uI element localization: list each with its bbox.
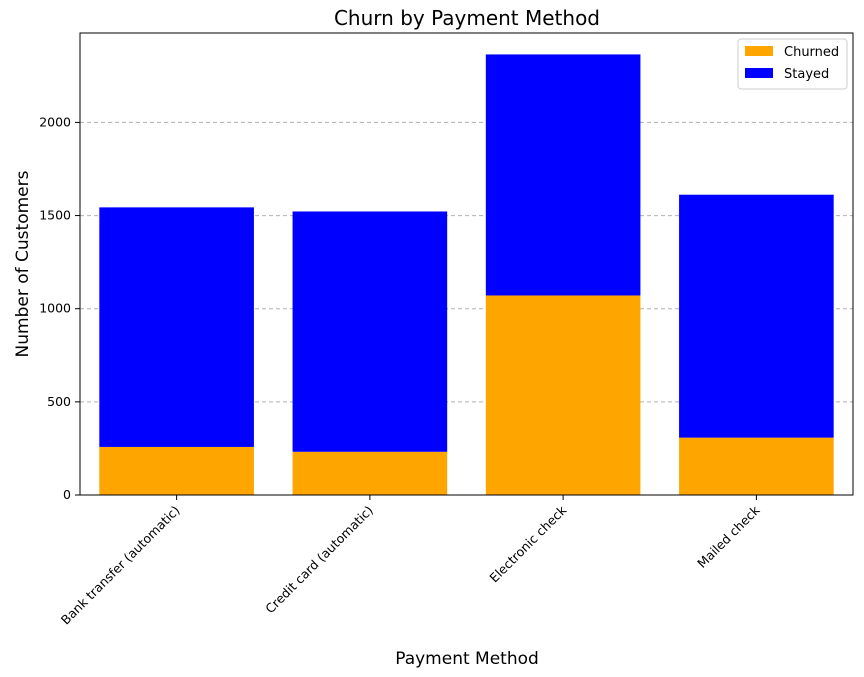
bar-stayed [99,207,254,447]
bar-stayed [485,54,641,296]
legend-swatch-stayed [745,68,773,78]
x-tick-label: Credit card (automatic) [262,503,376,617]
legend-label-stayed: Stayed [784,67,829,82]
bar-churned [292,451,448,495]
bar-churned [485,295,641,495]
x-tick-label: Bank transfer (automatic) [58,503,183,628]
x-tick-label: Mailed check [694,502,763,571]
x-axis-ticks: Bank transfer (automatic) Credit card (au… [58,495,763,627]
y-tick-label: 1500 [39,208,71,223]
bar-stayed [292,211,448,452]
chart-title: Churn by Payment Method [334,6,600,30]
bar-churned [99,446,254,495]
legend-swatch-churned [745,46,773,56]
bar-churned [679,437,834,495]
y-tick-label: 2000 [39,114,71,129]
y-tick-label: 500 [47,394,71,409]
y-tick-label: 1000 [39,301,71,316]
bar-stayed [679,194,834,438]
x-axis-title: Payment Method [395,649,539,669]
plot-frame [79,32,854,496]
legend-label-churned: Churned [784,45,839,60]
y-axis-title: Number of Customers [13,170,33,357]
bars [99,54,834,495]
x-tick-label: Electronic check [486,502,569,585]
legend: Churned Stayed [737,38,848,90]
y-tick-label: 0 [63,487,71,502]
y-axis-ticks: 0 500 1000 1500 2000 [39,114,80,502]
